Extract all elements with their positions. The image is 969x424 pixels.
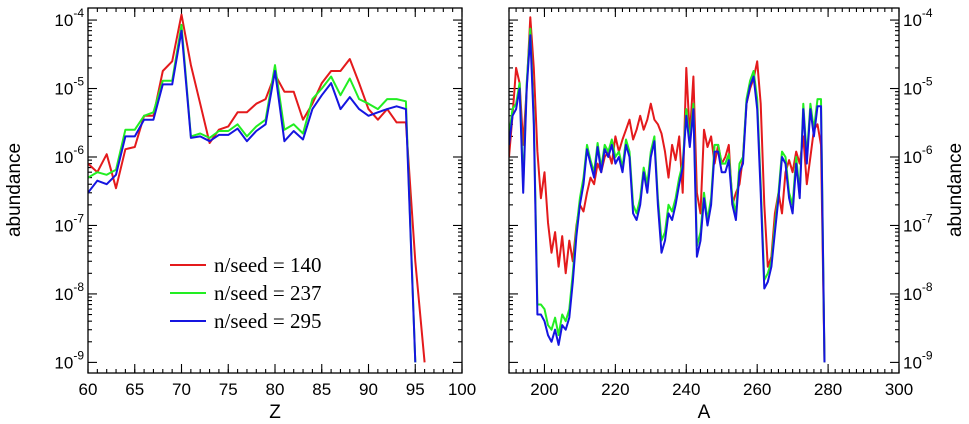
left-x-tick-label: 65 <box>125 380 144 399</box>
left-x-tick-label: 75 <box>219 380 238 399</box>
left-y-tick-label: 10-7 <box>54 211 84 235</box>
left-axis-ticks: 60 65 70 75 80 85 90 95 100 10-9 10-8 10-7 10-6 10-5 1… <box>54 6 476 399</box>
right-y-tick-label: 10-9 <box>903 348 933 372</box>
left-y-tick-label: 10-9 <box>54 348 84 372</box>
right-y-tick-label: 10-4 <box>903 6 933 30</box>
legend-label: n/seed = 140 <box>214 253 322 277</box>
left-x-tick-label: 60 <box>79 380 98 399</box>
right-x-tick-label: 200 <box>530 380 558 399</box>
left-x-tick-label: 80 <box>266 380 285 399</box>
right-x-tick-label: 280 <box>814 380 842 399</box>
right-series-line <box>509 16 826 363</box>
left-panel-z-abundance: 60 65 70 75 80 85 90 95 100 10-9 10-8 10-7 10-6 10-5 1… <box>4 6 476 423</box>
left-y-tick-label: 10-5 <box>54 75 84 99</box>
right-x-axis-title: A <box>698 402 711 423</box>
left-x-tick-label: 100 <box>448 380 476 399</box>
right-y-tick-label: 10-8 <box>903 280 933 304</box>
left-y-tick-label: 10-8 <box>54 280 84 304</box>
right-y-tick-label: 10-7 <box>903 211 933 235</box>
left-plot-frame <box>87 7 463 374</box>
right-y-tick-label: 10-5 <box>903 75 933 99</box>
left-y-tick-label: 10-4 <box>54 6 84 30</box>
right-y-axis-title: abundance <box>945 143 966 237</box>
right-plot-frame <box>508 7 900 374</box>
left-series-line <box>88 23 417 363</box>
left-x-tick-label: 95 <box>406 380 425 399</box>
legend: n/seed = 140 n/seed = 237 n/seed = 295 <box>170 253 322 333</box>
left-x-tick-label: 90 <box>359 380 378 399</box>
left-series-group <box>88 13 426 363</box>
left-x-tick-label: 85 <box>312 380 331 399</box>
left-y-tick-label: 10-6 <box>54 143 84 167</box>
left-series-line <box>88 29 417 363</box>
legend-label: n/seed = 295 <box>214 309 322 333</box>
right-x-tick-label: 260 <box>743 380 771 399</box>
right-y-tick-label: 10-6 <box>903 143 933 167</box>
right-series-line <box>509 34 826 363</box>
right-x-tick-label: 300 <box>885 380 913 399</box>
right-series-group <box>509 16 826 363</box>
legend-label: n/seed = 237 <box>214 281 322 305</box>
right-panel-a-abundance: 200 220 240 260 280 300 10-9 10-8 10-7 10-6 10-5 10… <box>508 6 966 423</box>
right-x-tick-label: 240 <box>672 380 700 399</box>
right-axis-ticks: 200 220 240 260 280 300 10-9 10-8 10-7 10-6 10-5 10… <box>508 6 933 399</box>
left-y-axis-title: abundance <box>4 143 25 237</box>
left-x-tick-label: 70 <box>172 380 191 399</box>
right-x-tick-label: 220 <box>601 380 629 399</box>
left-x-axis-title: Z <box>269 402 281 423</box>
